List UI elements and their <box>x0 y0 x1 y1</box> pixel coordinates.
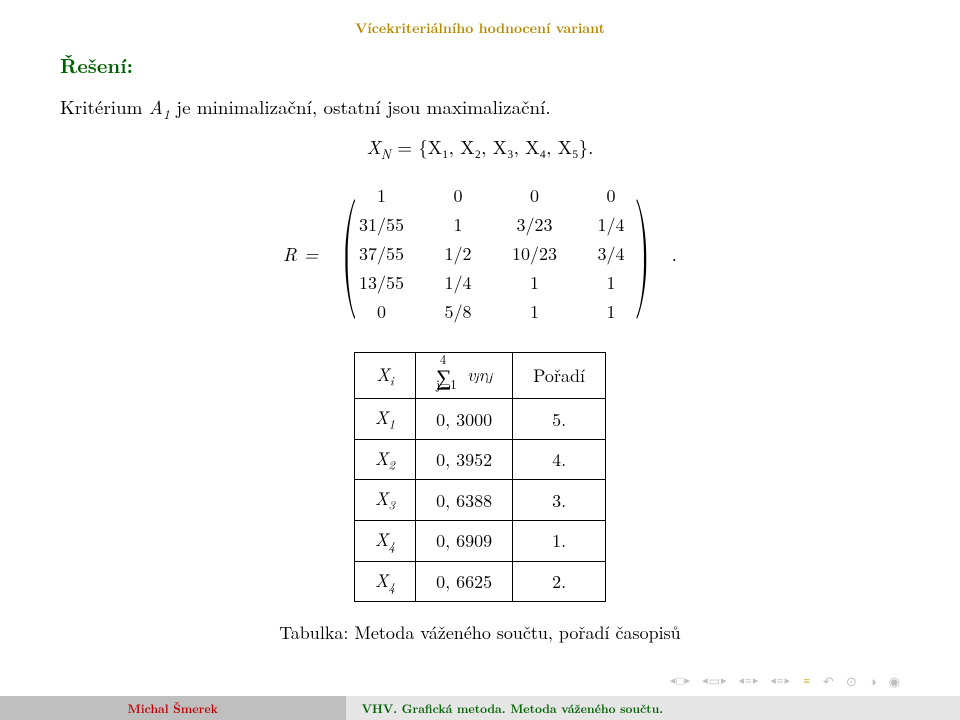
nav-lines-icon: ≡ <box>777 672 784 689</box>
set-equation: XN = {X₁, X₂, X₃, X₄, X₅}. <box>60 133 900 163</box>
matrix-cell: 10/23 <box>512 241 557 266</box>
table-row: X4 0, 6909 1. <box>355 521 606 562</box>
footer-title: VHV. Grafická metoda. Metoda váženého so… <box>346 696 960 720</box>
nav-doc-icon: ▭ <box>709 672 720 689</box>
body-suffix: je minimalizační, ostatní jsou maximaliz… <box>170 93 551 120</box>
row-value: 0, 6909 <box>416 521 513 562</box>
table-head-rank: Pořadí <box>513 352 606 399</box>
section-heading: Řešení: <box>60 50 900 79</box>
th-var: X <box>376 362 389 387</box>
matrix-cell: 1 <box>359 183 404 208</box>
row-value: 0, 3952 <box>416 439 513 480</box>
nav-zoom-icon[interactable]: ◑ <box>869 671 877 690</box>
table-row: X2 0, 3952 4. <box>355 439 606 480</box>
row-value: 0, 6625 <box>416 561 513 602</box>
row-rank: 4. <box>513 439 606 480</box>
row-var: X <box>375 405 388 430</box>
nav-prev-icon: ◂ <box>770 673 776 688</box>
nav-lines-icon: ≡ <box>745 672 752 689</box>
nav-next-icon: ▸ <box>685 673 691 688</box>
footer-author: Michal Šmerek <box>0 696 346 720</box>
results-table: Xi ∑4j=1 vⱼrᵢⱼ Pořadí X1 0, 3000 5. X2 0… <box>354 352 606 603</box>
set-rhs: = {X₁, X₂, X₃, X₄, X₅}. <box>391 133 594 160</box>
table-head-xi: Xi <box>355 352 416 399</box>
table-head-sum: ∑4j=1 vⱼrᵢⱼ <box>416 352 513 399</box>
row-rank: 5. <box>513 399 606 440</box>
body-sentence: Kritérium A1 je minimalizační, ostatní j… <box>60 93 900 123</box>
sum-lower: j=1 <box>436 374 457 393</box>
slide-header: Vícekriteriálního hodnocení variant <box>0 18 960 38</box>
nav-undo-icon[interactable]: ↶ <box>823 671 834 690</box>
nav-search-icon[interactable]: ⊙ <box>846 671 857 690</box>
nav-first-group[interactable]: ◂ □ ▸ <box>670 672 690 689</box>
nav-doc-group[interactable]: ◂ ▭ ▸ <box>702 672 726 689</box>
matrix-cell: 1/4 <box>436 270 480 295</box>
matrix-cell: 0 <box>589 183 633 208</box>
footer: Michal Šmerek VHV. Grafická metoda. Meto… <box>0 696 960 720</box>
nav-prev-icon: ◂ <box>670 673 676 688</box>
row-var: X <box>375 486 388 511</box>
row-sub: 1 <box>388 414 395 433</box>
th-sub: i <box>390 370 394 389</box>
matrix-cell: 3/4 <box>589 241 633 266</box>
nav-next-icon: ▸ <box>721 673 727 688</box>
matrix-label: R = <box>283 240 318 267</box>
row-var: X <box>375 568 388 593</box>
nav-prev-icon: ◂ <box>702 673 708 688</box>
table-header-row: Xi ∑4j=1 vⱼrᵢⱼ Pořadí <box>355 352 606 399</box>
matrix-cell: 1 <box>512 270 557 295</box>
sum-body: vⱼrᵢⱼ <box>461 362 492 387</box>
matrix-equation: R = ( 1 0 0 0 31/55 1 3/23 1/4 37/55 1/2… <box>60 183 900 324</box>
matrix-cell: 1 <box>589 270 633 295</box>
table-row: X4 0, 6625 2. <box>355 561 606 602</box>
nav-prev-icon: ◂ <box>739 673 745 688</box>
nav-sec-group[interactable]: ◂ ≡ ▸ <box>739 672 759 689</box>
matrix-cell: 0 <box>512 183 557 208</box>
matrix-cell: 1/4 <box>589 212 633 237</box>
row-value: 0, 6388 <box>416 480 513 521</box>
set-lhs-var: X <box>367 133 381 160</box>
body-var-sub: 1 <box>163 104 170 123</box>
beamer-nav-bar: ◂ □ ▸ ◂ ▭ ▸ ◂ ≡ ▸ ◂ ≡ ▸ ≡ ↶ ⊙ ◑ ◉ <box>670 671 900 690</box>
row-rank: 3. <box>513 480 606 521</box>
row-sub: 2 <box>388 454 395 473</box>
table-row: X3 0, 6388 3. <box>355 480 606 521</box>
row-sub: 4 <box>388 536 395 555</box>
matrix-cell: 3/23 <box>512 212 557 237</box>
body-prefix: Kritérium <box>60 93 149 120</box>
nav-lines-final-icon[interactable]: ≡ <box>803 672 810 689</box>
row-var: X <box>375 527 388 552</box>
nav-next-icon: ▸ <box>753 673 759 688</box>
nav-box-icon: □ <box>676 672 683 689</box>
body-var: A <box>149 93 163 120</box>
table-caption: Tabulka: Metoda váženého součtu, pořadí … <box>60 620 900 645</box>
matrix-cell: 37/55 <box>359 241 404 266</box>
table-row: X1 0, 3000 5. <box>355 399 606 440</box>
row-rank: 1. <box>513 521 606 562</box>
row-sub: 4 <box>388 576 395 595</box>
matrix-cell: 31/55 <box>359 212 404 237</box>
matrix-paren-left: ( <box>341 204 357 302</box>
matrix-trailing-dot: . <box>672 240 677 267</box>
matrix-cell: 1/2 <box>436 241 480 266</box>
nav-subsec-group[interactable]: ◂ ≡ ▸ <box>770 672 790 689</box>
row-value: 0, 3000 <box>416 399 513 440</box>
nav-clock-icon[interactable]: ◉ <box>889 671 900 690</box>
row-sub: 3 <box>388 495 395 514</box>
matrix-cell: 0 <box>359 299 404 324</box>
matrix-cell: 1 <box>512 299 557 324</box>
matrix-cell: 13/55 <box>359 270 404 295</box>
matrix-cell: 1 <box>589 299 633 324</box>
matrix-cell: 0 <box>436 183 480 208</box>
matrix-grid: 1 0 0 0 31/55 1 3/23 1/4 37/55 1/2 10/23… <box>359 183 633 324</box>
matrix-cell: 1 <box>436 212 480 237</box>
row-rank: 2. <box>513 561 606 602</box>
slide-body: Řešení: Kritérium A1 je minimalizační, o… <box>60 50 900 645</box>
matrix-paren-right: ) <box>634 204 650 302</box>
row-var: X <box>375 446 388 471</box>
sum-upper: 4 <box>440 349 446 368</box>
matrix-cell: 5/8 <box>436 299 480 324</box>
nav-next-icon: ▸ <box>785 673 791 688</box>
set-lhs-sub: N <box>381 144 391 163</box>
